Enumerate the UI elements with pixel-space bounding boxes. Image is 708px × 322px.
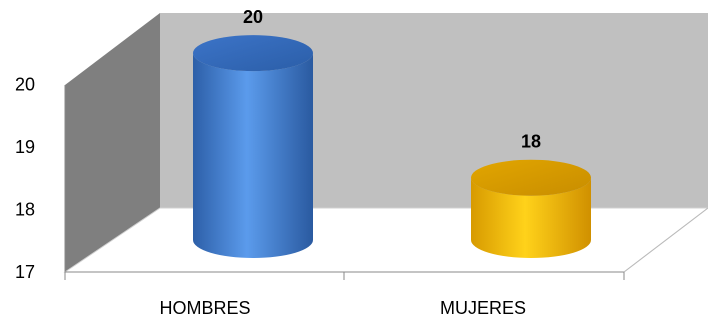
floor [63,207,708,273]
y-tick-label: 17 [15,262,35,282]
data-label: 20 [243,7,263,27]
bars [193,35,591,258]
bar-hombres [193,35,313,258]
category-label: HOMBRES [159,298,250,318]
floor-right-edge [623,207,708,273]
side-wall [65,13,160,272]
bar-mujeres [471,159,591,258]
y-axis-ticks: 17 18 19 20 [15,75,35,283]
bar-body [193,53,313,258]
bar-body [471,177,591,258]
bar-top [471,159,591,196]
category-label: MUJERES [440,298,526,318]
data-label: 18 [521,132,541,152]
bar-top [193,35,313,72]
category-labels: HOMBRES MUJERES [159,298,526,318]
y-tick-label: 18 [15,200,35,220]
y-tick-label: 19 [15,137,35,157]
y-tick-label: 20 [15,75,35,95]
